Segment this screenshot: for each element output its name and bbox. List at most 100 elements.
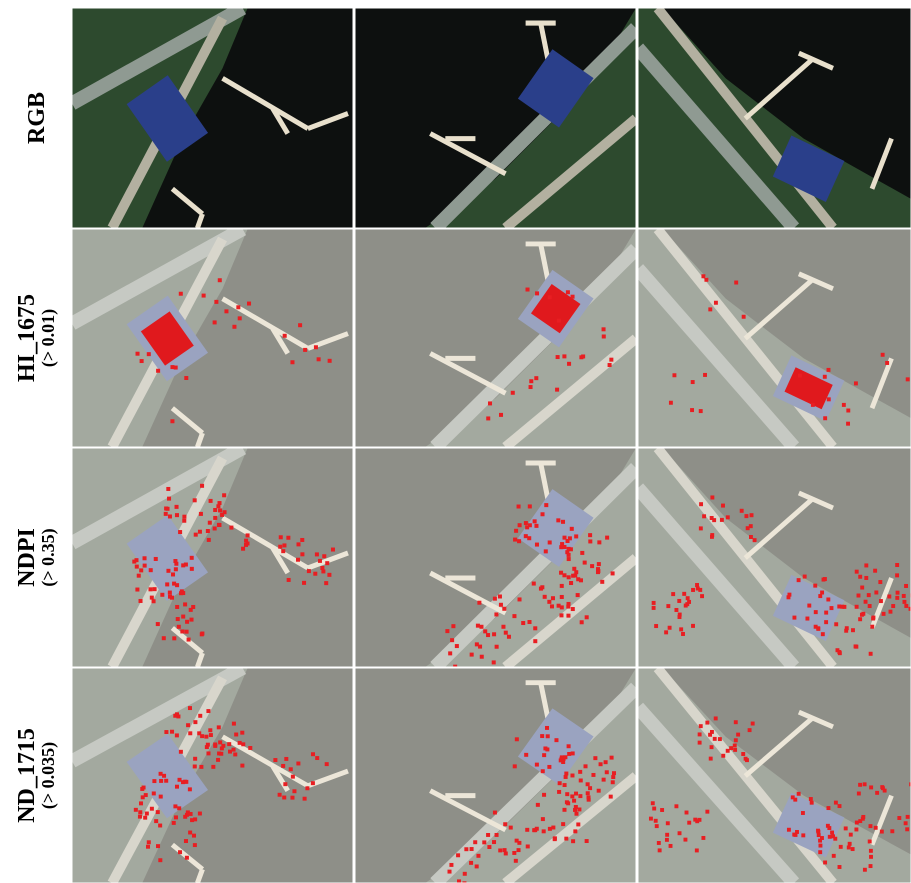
detection — [541, 512, 545, 516]
detection — [173, 559, 177, 563]
detection — [208, 728, 212, 732]
detection — [185, 813, 189, 817]
detection — [177, 806, 181, 810]
detection — [845, 626, 849, 630]
detection — [873, 569, 877, 573]
detection — [528, 504, 532, 508]
detection — [695, 848, 699, 852]
detection — [170, 419, 174, 423]
detection — [189, 812, 193, 816]
detection — [153, 587, 157, 591]
detection — [699, 526, 703, 530]
detection — [229, 526, 233, 530]
detection — [559, 545, 563, 549]
detection — [588, 539, 592, 543]
detection — [687, 821, 691, 825]
detection — [535, 291, 539, 295]
detection — [499, 603, 503, 607]
detection — [666, 821, 670, 825]
detection — [869, 652, 873, 656]
detection — [682, 592, 686, 596]
row-title: ND_1715 — [14, 728, 40, 823]
detection — [611, 780, 615, 784]
detection — [488, 401, 492, 405]
detection — [509, 826, 513, 830]
detection — [851, 628, 855, 632]
detection — [566, 801, 570, 805]
detection — [612, 771, 616, 775]
detection — [527, 620, 531, 624]
detection — [602, 327, 606, 331]
detection — [232, 325, 236, 329]
detection — [154, 819, 158, 823]
detection — [854, 828, 858, 832]
detection — [303, 797, 307, 801]
detection — [273, 758, 277, 762]
detection — [795, 830, 799, 834]
detection — [827, 368, 831, 372]
detection — [322, 554, 326, 558]
detection — [477, 601, 481, 605]
detection — [540, 734, 544, 738]
row-label: HI_1675(> 0.01) — [14, 294, 59, 382]
detection — [547, 765, 551, 769]
detection — [869, 864, 873, 868]
detection — [147, 840, 151, 844]
image-panel — [638, 668, 911, 883]
detection — [456, 853, 460, 857]
detection — [289, 767, 293, 771]
detection — [190, 556, 194, 560]
detection — [605, 770, 609, 774]
detection — [588, 786, 592, 790]
detection — [495, 833, 499, 837]
detection — [864, 576, 868, 580]
detection — [208, 521, 212, 525]
detection — [175, 733, 179, 737]
figure: RGBHI_1675(> 0.01)NDPI(> 0.35)ND_1715(> … — [0, 0, 911, 883]
detection — [572, 799, 576, 803]
detection — [188, 731, 192, 735]
detection — [666, 604, 670, 608]
detection — [448, 651, 452, 655]
detection — [824, 611, 828, 615]
detection — [315, 552, 319, 556]
detection — [233, 752, 237, 756]
detection — [571, 751, 575, 755]
detection — [206, 743, 210, 747]
detection — [882, 612, 886, 616]
image-panel — [638, 8, 911, 228]
row-label: RGB — [24, 92, 50, 144]
detection — [528, 523, 532, 527]
detection — [744, 757, 748, 761]
detection — [158, 858, 162, 862]
detection — [858, 575, 862, 579]
detection — [167, 497, 171, 501]
detection — [503, 822, 507, 826]
detection — [517, 848, 521, 852]
detection — [150, 807, 154, 811]
detection — [665, 838, 669, 842]
detection — [602, 334, 606, 338]
detection — [832, 854, 836, 858]
detection — [325, 762, 329, 766]
detection — [574, 534, 578, 538]
detection — [176, 617, 180, 621]
detection — [136, 352, 140, 356]
detection — [567, 744, 571, 748]
detection — [475, 864, 479, 868]
detection — [578, 794, 582, 798]
detection — [473, 840, 477, 844]
detection — [701, 274, 705, 278]
detection — [282, 543, 286, 547]
detection — [543, 595, 547, 599]
detection — [895, 573, 899, 577]
detection — [857, 792, 861, 796]
detection — [718, 737, 722, 741]
detection — [721, 754, 725, 758]
detection — [315, 756, 319, 760]
row-title: RGB — [24, 92, 50, 144]
detection — [214, 300, 218, 304]
detection — [810, 801, 814, 805]
detection — [609, 795, 613, 799]
detection — [517, 539, 521, 543]
